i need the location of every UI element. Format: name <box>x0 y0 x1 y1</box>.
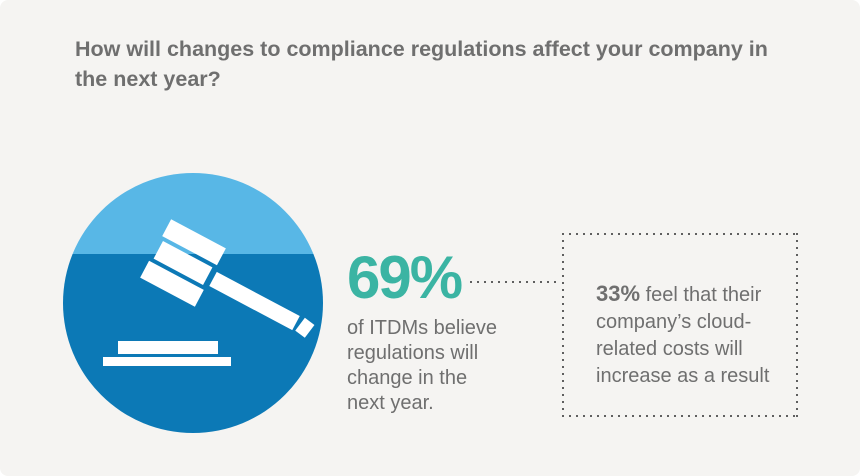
secondary-stat-line: company’s cloud- <box>596 311 752 333</box>
primary-stat-caption-line: next year. <box>347 392 434 414</box>
secondary-stat-value: 33% <box>596 281 641 306</box>
dotted-connector-line <box>470 281 558 283</box>
primary-stat: 69% of ITDMs believe regulations will ch… <box>347 244 497 416</box>
secondary-stat-line-1-rest: feel that their <box>640 284 762 306</box>
secondary-stat-box: 33% feel that their company’s cloud- rel… <box>562 233 798 417</box>
primary-stat-caption: of ITDMs believe regulations will change… <box>347 316 497 416</box>
secondary-stat-line: increase as a result <box>596 365 770 387</box>
primary-stat-value: 69% <box>347 244 463 311</box>
page-title-line-2: the next year? <box>75 67 221 91</box>
page-title: How will changes to compliance regulatio… <box>75 34 768 94</box>
primary-stat-caption-line: regulations will <box>347 342 479 364</box>
gavel-circle-illustration <box>63 173 323 433</box>
page-title-line-1: How will changes to compliance regulatio… <box>75 37 768 61</box>
secondary-stat-line: related costs will <box>596 338 743 360</box>
secondary-stat-line-1: 33% feel that their <box>596 280 786 309</box>
gavel-icon <box>63 173 323 433</box>
primary-stat-caption-line: of ITDMs believe <box>347 317 498 339</box>
primary-stat-caption-line: change in the <box>347 367 468 389</box>
